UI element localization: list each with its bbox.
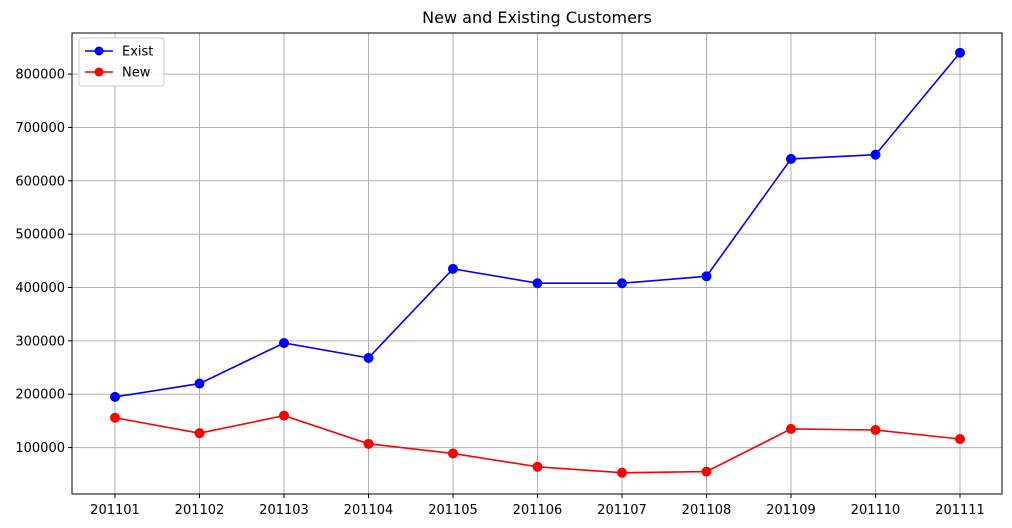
data-point-exist [870, 149, 881, 160]
data-point-exist [955, 47, 965, 58]
y-axis-ticks: 100000 200000 300000 400000 500000 600000 7000… [15, 68, 72, 456]
data-point-exist [363, 352, 374, 363]
legend-label: Exist [122, 45, 153, 60]
data-point-new [617, 467, 627, 478]
y-tick-label: 200000 [15, 388, 65, 403]
x-axis-ticks: 201101 201102 201103 201104 201105 201106 2011… [90, 494, 985, 518]
data-point-new [955, 434, 965, 445]
y-tick-label: 500000 [15, 228, 65, 243]
legend-marker [94, 46, 104, 56]
data-point-new [870, 424, 881, 435]
grid [72, 33, 1002, 494]
legend: Exist New [78, 37, 165, 87]
y-tick-label: 400000 [15, 281, 65, 296]
data-point-new [532, 461, 543, 472]
data-point-exist [448, 263, 458, 274]
data-point-exist [279, 338, 289, 349]
data-point-exist [617, 278, 627, 289]
series-layer [110, 47, 965, 478]
data-point-new [110, 412, 120, 423]
x-tick-label: 201103 [259, 503, 309, 518]
data-point-new [701, 466, 712, 477]
y-tick-label: 800000 [15, 68, 65, 83]
x-tick-label: 201104 [344, 503, 394, 518]
y-tick-label: 300000 [15, 334, 65, 349]
legend-marker [94, 67, 104, 77]
x-tick-label: 201102 [175, 503, 225, 518]
x-tick-label: 201109 [766, 503, 816, 518]
data-point-exist [532, 278, 543, 289]
data-point-new [279, 410, 289, 421]
data-point-new [194, 428, 205, 439]
x-tick-label: 201108 [682, 503, 732, 518]
legend-label: New [122, 66, 151, 81]
data-point-new [786, 423, 796, 434]
y-tick-label: 100000 [15, 441, 65, 456]
data-point-new [363, 438, 374, 449]
data-point-exist [701, 271, 712, 282]
x-tick-label: 201105 [428, 503, 478, 518]
chart-title: New and Existing Customers [422, 8, 652, 27]
x-tick-label: 201101 [90, 503, 140, 518]
data-point-exist [110, 391, 120, 402]
x-tick-label: 201107 [597, 503, 647, 518]
y-tick-label: 600000 [15, 174, 65, 189]
data-point-new [448, 448, 458, 459]
data-point-exist [786, 153, 796, 164]
y-tick-label: 700000 [15, 121, 65, 136]
x-tick-label: 201106 [513, 503, 563, 518]
data-point-exist [194, 378, 205, 389]
x-tick-label: 201110 [851, 503, 901, 518]
x-tick-label: 201111 [935, 503, 985, 518]
